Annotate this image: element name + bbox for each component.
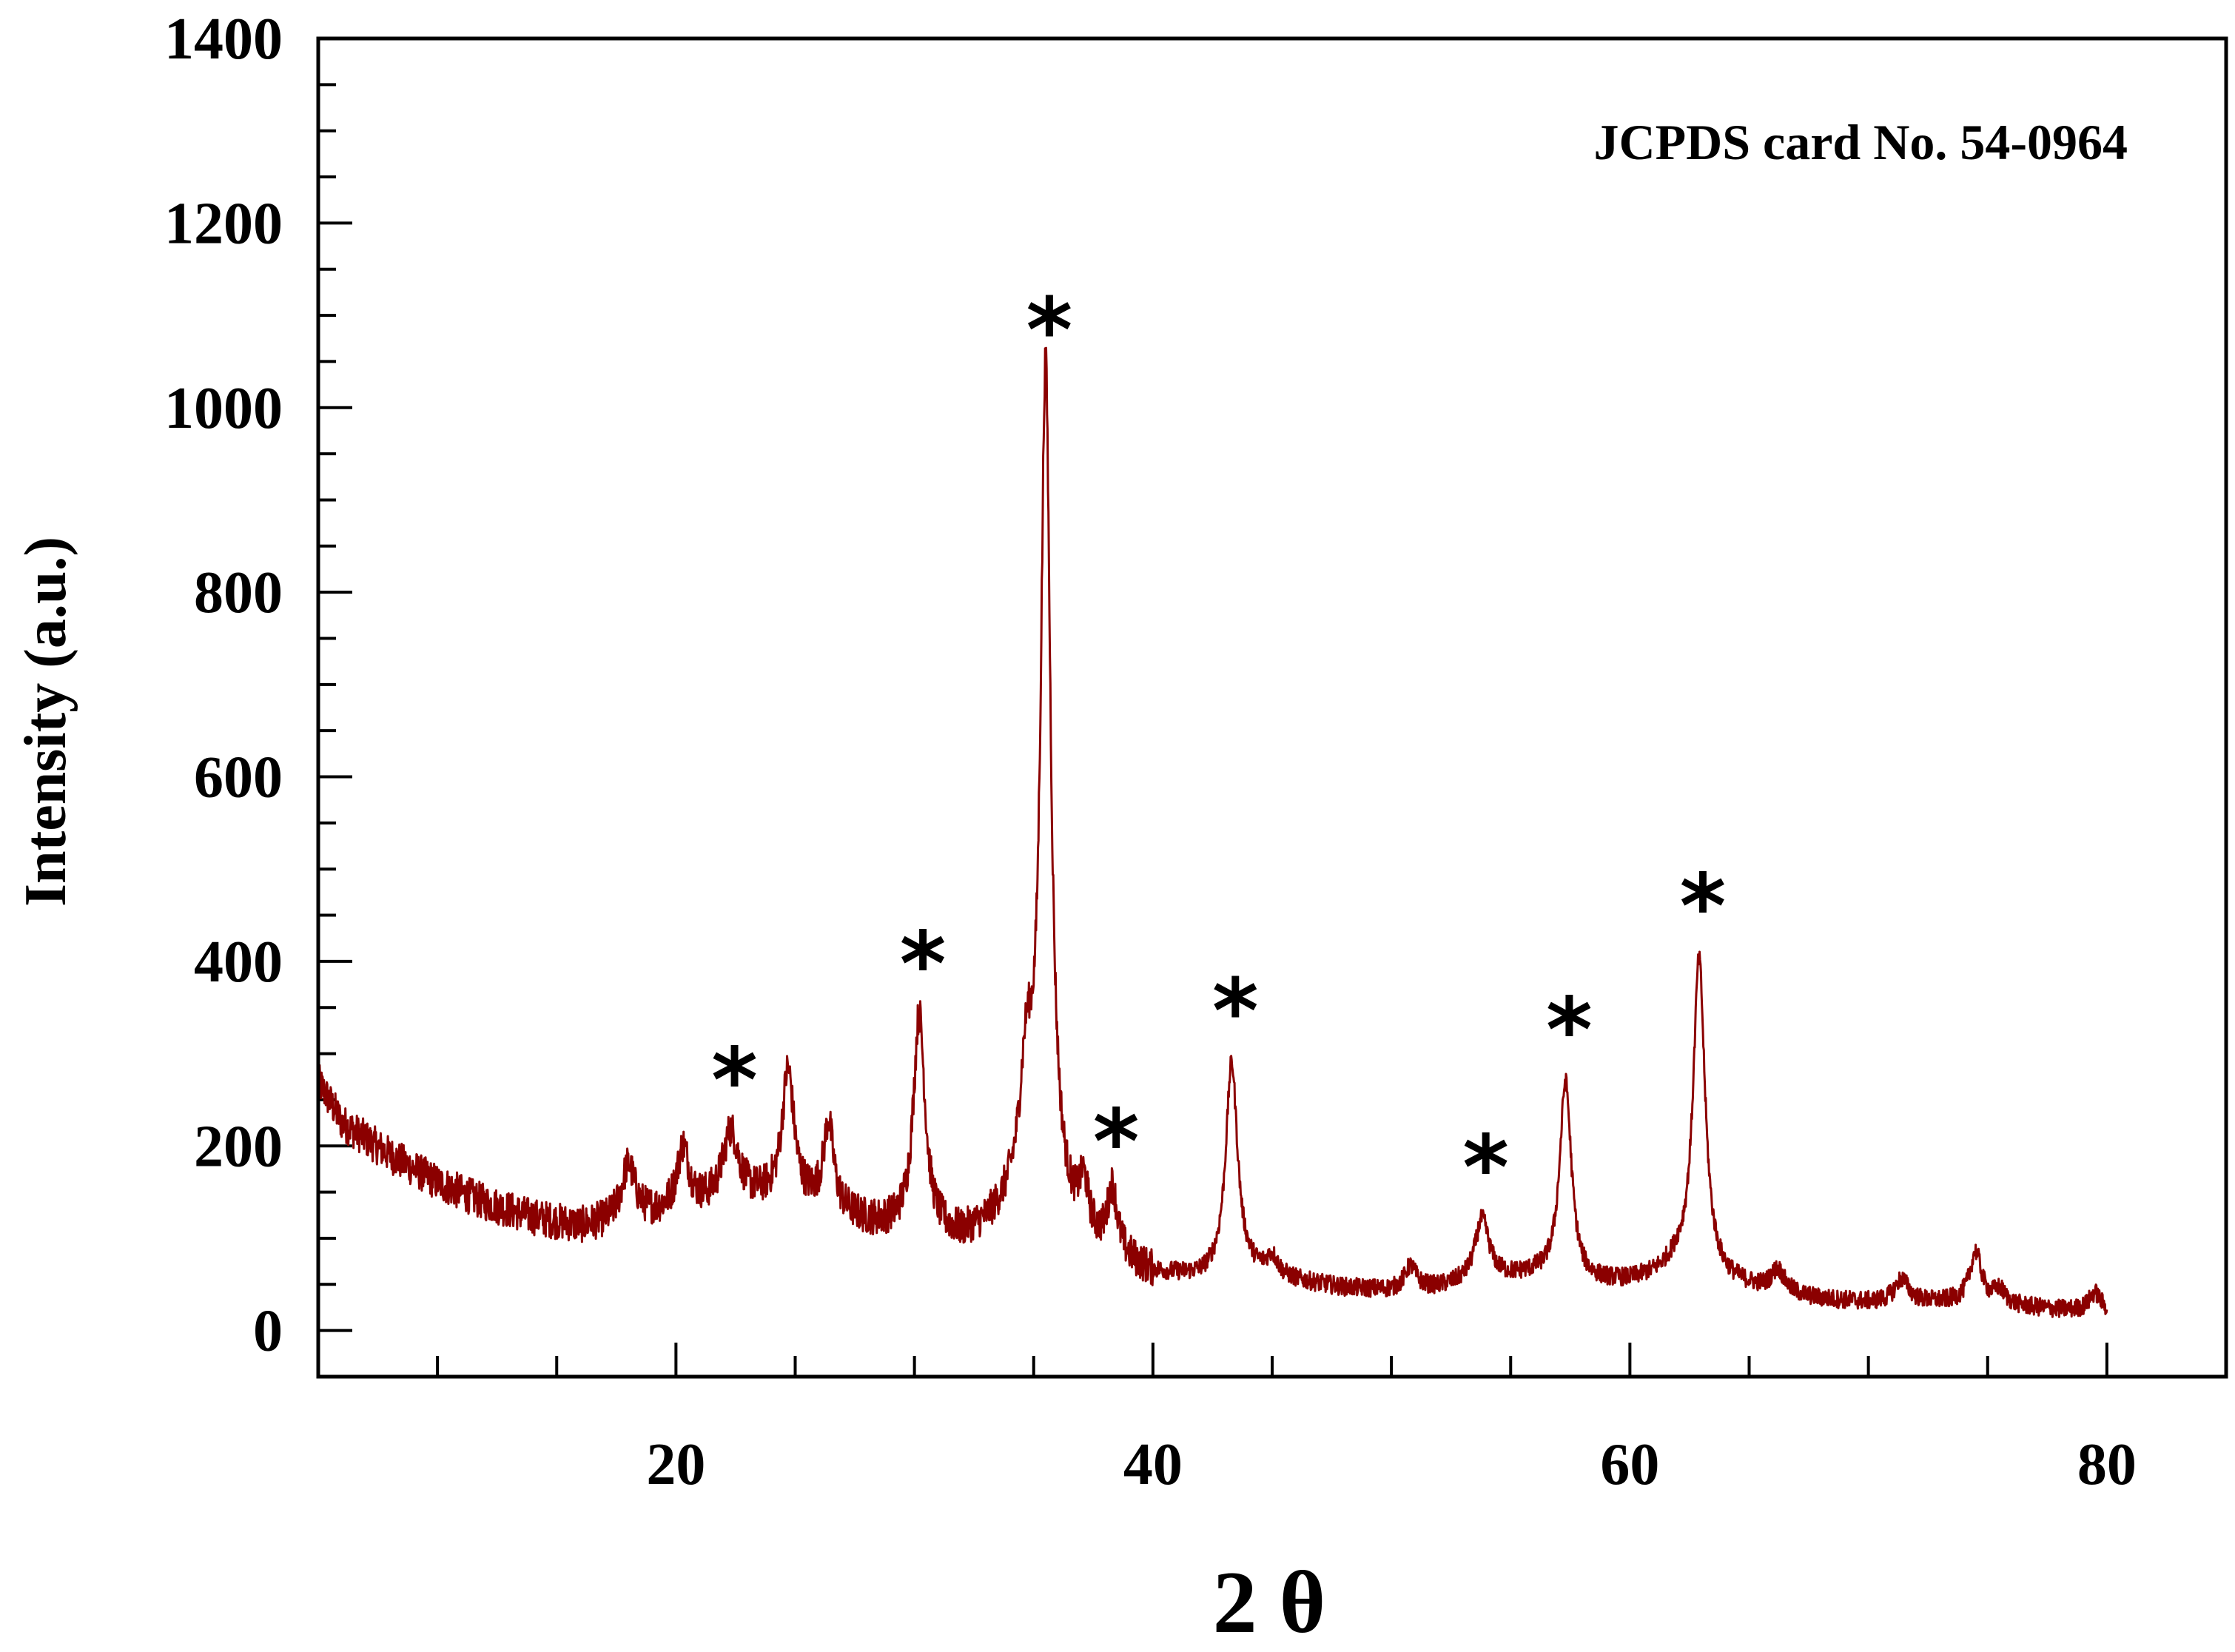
y-tick-label: 200 <box>194 1114 283 1179</box>
x-tick-label: 60 <box>1600 1432 1659 1497</box>
y-tick-label: 1200 <box>164 191 283 256</box>
y-axis-title: Intensity (a.u.) <box>13 537 78 907</box>
peak-marker: * <box>1679 856 1726 959</box>
series-layer <box>317 346 2108 1318</box>
peak-marker: * <box>711 1030 758 1132</box>
y-tick-label: 800 <box>194 560 283 625</box>
x-tick-label: 20 <box>646 1432 705 1497</box>
peak-marker: * <box>900 914 947 1017</box>
xrd-series-line <box>317 346 2108 1318</box>
ticks-layer: 0 200 400 600 800 1000 1200 1400 20 40 60 80 <box>164 7 2137 1497</box>
y-tick-label: 600 <box>194 745 283 810</box>
y-tick-label: 400 <box>194 930 283 995</box>
peak-marker: * <box>1462 1117 1509 1220</box>
peak-marker: * <box>1026 280 1072 383</box>
y-tick-label: 1400 <box>164 7 283 72</box>
y-tick-label: 0 <box>253 1299 283 1364</box>
x-tick-label: 40 <box>1123 1432 1183 1497</box>
x-tick-label: 80 <box>2077 1432 2137 1497</box>
marker-layer: * * * * * * * * <box>711 280 1726 1220</box>
y-tick-label: 1000 <box>164 376 283 441</box>
annotation-jcpds: JCPDS card No. 54-0964 <box>1593 114 2128 170</box>
peak-marker: * <box>1546 980 1593 1083</box>
peak-marker: * <box>1212 961 1259 1064</box>
x-axis-title: 2 θ <box>1213 1553 1326 1651</box>
peak-marker: * <box>1093 1091 1140 1194</box>
plot-frame <box>316 36 2228 1379</box>
